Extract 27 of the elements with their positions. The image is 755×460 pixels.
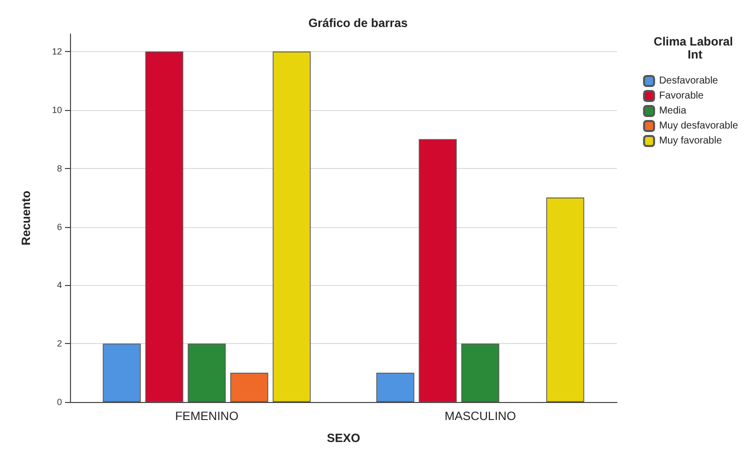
y-tick-label: 10 xyxy=(52,104,62,115)
bar xyxy=(230,372,268,402)
legend-label: Desfavorable xyxy=(659,76,718,86)
x-tick-label: FEMENINO xyxy=(175,409,238,423)
legend-label: Media xyxy=(659,106,687,116)
bar xyxy=(188,344,226,402)
y-tick-label: 0 xyxy=(56,397,62,407)
legend-label: Muy favorable xyxy=(659,136,722,146)
bar xyxy=(376,372,414,402)
bar xyxy=(102,344,141,402)
y-tick-label: 2 xyxy=(56,338,62,349)
y-tick-label: 6 xyxy=(56,222,62,232)
chart-title: Gráfico de barras xyxy=(308,16,408,30)
x-axis-title: SEXO xyxy=(326,431,360,445)
x-tick-label: MASCULINO xyxy=(444,409,516,423)
bar xyxy=(272,52,311,402)
legend-title: Clima Laboral Int xyxy=(654,34,736,62)
y-axis-title: Recuento xyxy=(19,190,33,246)
bar xyxy=(418,139,457,402)
y-tick-label: 8 xyxy=(56,163,62,174)
bar xyxy=(145,52,184,402)
legend-label: Favorable xyxy=(659,90,704,102)
y-tick-label: 12 xyxy=(52,46,62,57)
legend-label: Muy desfavorable xyxy=(659,120,738,132)
bar xyxy=(461,344,500,402)
y-tick-label: 4 xyxy=(56,280,62,290)
bar xyxy=(546,198,584,402)
